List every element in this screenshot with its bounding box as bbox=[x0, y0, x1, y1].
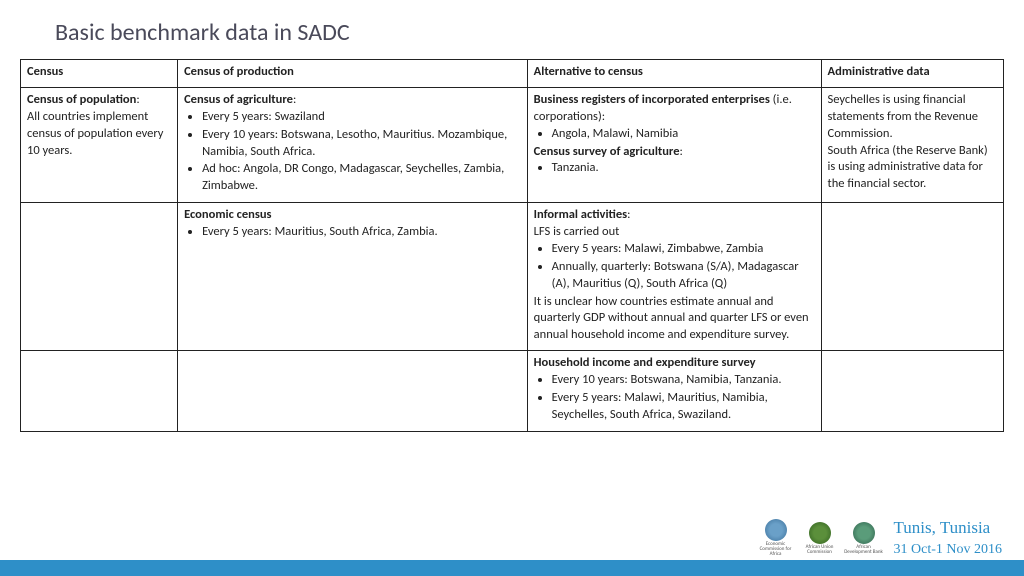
table-row: Economic census Every 5 years: Mauritius… bbox=[21, 203, 1004, 351]
hh-bullet: Every 10 years: Botswana, Namibia, Tanza… bbox=[552, 372, 815, 389]
col-admin-header: Administrative data bbox=[821, 60, 1003, 88]
econ-bullet: Every 5 years: Mauritius, South Africa, … bbox=[202, 224, 521, 241]
event-date: 31 Oct-1 Nov 2016 bbox=[894, 542, 1003, 557]
cell-empty bbox=[21, 203, 178, 351]
auc-icon bbox=[809, 522, 831, 544]
table-row: Census of population: All countries impl… bbox=[21, 87, 1004, 202]
page-title: Basic benchmark data in SADC bbox=[0, 0, 1024, 59]
eca-label: Economic Commission for Africa bbox=[756, 542, 796, 557]
table-row: Household income and expenditure survey … bbox=[21, 351, 1004, 432]
auc-label: African Union Commission bbox=[800, 545, 840, 555]
cell-household-survey: Household income and expenditure survey … bbox=[527, 351, 821, 432]
col-census-header: Census bbox=[21, 60, 178, 88]
footer-logos: Economic Commission for Africa African U… bbox=[756, 518, 1003, 558]
bizreg-head: Business registers of incorporated enter… bbox=[534, 92, 770, 107]
cell-empty bbox=[821, 351, 1003, 432]
col-production-header: Census of production bbox=[178, 60, 528, 88]
event-location: Tunis, Tunisia bbox=[894, 518, 991, 537]
cell-admin-data: Seychelles is using financial statements… bbox=[821, 87, 1003, 202]
logo-afdb: African Development Bank bbox=[844, 522, 884, 555]
hh-bullet: Every 5 years: Malawi, Mauritius, Namibi… bbox=[552, 390, 815, 424]
cell-empty bbox=[21, 351, 178, 432]
footer-bar bbox=[0, 560, 1024, 576]
benchmark-table: Census Census of production Alternative … bbox=[20, 59, 1004, 432]
logo-auc: African Union Commission bbox=[800, 522, 840, 555]
agri-bullet: Ad hoc: Angola, DR Congo, Madagascar, Se… bbox=[202, 161, 521, 195]
agri-bullet: Every 5 years: Swaziland bbox=[202, 109, 521, 126]
afdb-label: African Development Bank bbox=[844, 545, 884, 555]
afdb-icon bbox=[853, 522, 875, 544]
cell-informal-activities: Informal activities: LFS is carried out … bbox=[527, 203, 821, 351]
col-alternative-header: Alternative to census bbox=[527, 60, 821, 88]
cell-empty bbox=[178, 351, 528, 432]
cell-business-registers: Business registers of incorporated enter… bbox=[527, 87, 821, 202]
agri-survey-head: Census survey of agriculture bbox=[534, 144, 680, 159]
census-pop-head: Census of population bbox=[27, 92, 136, 107]
informal-head: Informal activities bbox=[534, 207, 627, 222]
informal-tail: It is unclear how countries estimate ann… bbox=[534, 294, 809, 343]
eca-icon bbox=[765, 519, 787, 541]
bizreg-bullet: Angola, Malawi, Namibia bbox=[552, 126, 815, 143]
cell-census-population: Census of population: All countries impl… bbox=[21, 87, 178, 202]
informal-bullet: Every 5 years: Malawi, Zimbabwe, Zambia bbox=[552, 241, 815, 258]
hh-head: Household income and expenditure survey bbox=[534, 355, 756, 370]
table-header-row: Census Census of production Alternative … bbox=[21, 60, 1004, 88]
cell-empty bbox=[821, 203, 1003, 351]
informal-line: LFS is carried out bbox=[534, 224, 620, 239]
agri-survey-bullet: Tanzania. bbox=[552, 160, 815, 177]
econ-head: Economic census bbox=[184, 207, 271, 222]
agri-head: Census of agriculture bbox=[184, 92, 293, 107]
agri-bullet: Every 10 years: Botswana, Lesotho, Mauri… bbox=[202, 127, 521, 161]
cell-economic-census: Economic census Every 5 years: Mauritius… bbox=[178, 203, 528, 351]
census-pop-body: All countries implement census of popula… bbox=[27, 109, 163, 158]
logo-eca: Economic Commission for Africa bbox=[756, 519, 796, 557]
informal-bullet: Annually, quarterly: Botswana (S/A), Mad… bbox=[552, 259, 815, 293]
data-table-wrap: Census Census of production Alternative … bbox=[0, 59, 1024, 432]
cell-census-agriculture: Census of agriculture: Every 5 years: Sw… bbox=[178, 87, 528, 202]
event-info: Tunis, Tunisia 31 Oct-1 Nov 2016 bbox=[894, 518, 1003, 558]
